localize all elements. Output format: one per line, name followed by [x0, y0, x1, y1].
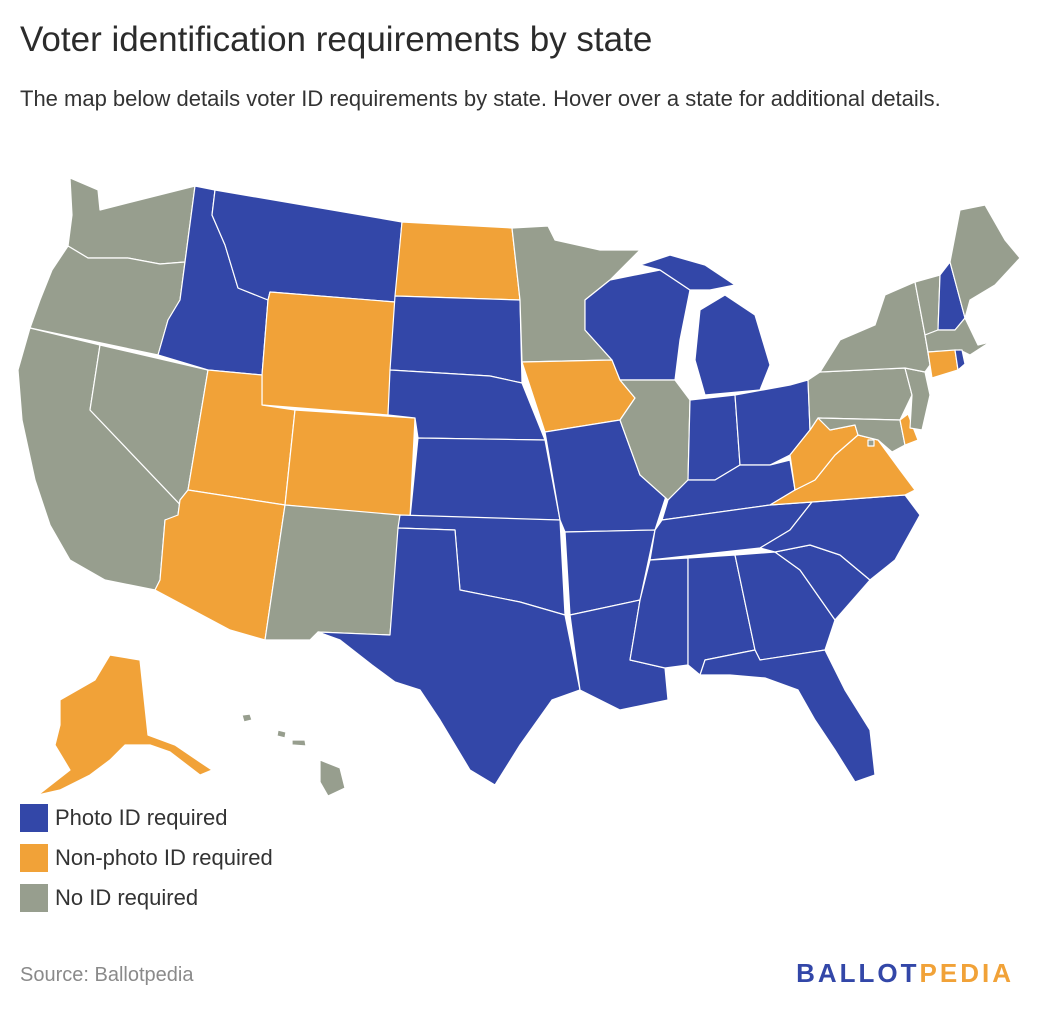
state-NC[interactable] — [759, 494, 921, 581]
state-IN[interactable] — [687, 394, 741, 481]
state-SD[interactable] — [389, 295, 523, 384]
state-DC[interactable] — [867, 439, 875, 447]
chart-subtitle: The map below details voter ID requireme… — [20, 86, 941, 111]
state-DE[interactable] — [899, 413, 919, 446]
legend-item-non-photo-id: Non-photo ID required — [20, 838, 273, 878]
state-MT[interactable] — [211, 189, 403, 303]
state-KS[interactable] — [409, 437, 561, 521]
legend-swatch-non-photo-id — [20, 844, 48, 872]
us-map — [0, 160, 1040, 800]
state-TX[interactable] — [317, 527, 581, 786]
state-WA[interactable] — [67, 177, 196, 265]
state-FL[interactable] — [699, 649, 876, 783]
legend-label-photo-id: Photo ID required — [55, 805, 228, 830]
legend-swatch-no-id — [20, 884, 48, 912]
state-HI-4[interactable] — [319, 759, 346, 797]
state-MI-UP[interactable] — [639, 254, 736, 291]
state-AK[interactable] — [37, 654, 213, 796]
state-CT[interactable] — [927, 349, 959, 379]
state-MI[interactable] — [694, 294, 771, 396]
logo-part-pedia: PEDIA — [919, 958, 1014, 988]
state-CO[interactable] — [284, 409, 416, 519]
state-HI-2[interactable] — [276, 729, 287, 739]
source-note: Source: Ballotpedia — [20, 964, 194, 986]
legend: Photo ID required Non-photo ID required … — [20, 798, 273, 918]
legend-label-non-photo-id: Non-photo ID required — [55, 845, 273, 870]
legend-label-no-id: No ID required — [55, 885, 199, 910]
state-ND[interactable] — [394, 221, 521, 301]
legend-swatch-photo-id — [20, 804, 48, 832]
state-WY[interactable] — [261, 291, 396, 416]
chart-title: Voter identification requirements by sta… — [20, 20, 653, 59]
state-NY[interactable] — [819, 281, 931, 373]
state-HI-1[interactable] — [241, 713, 253, 723]
state-ME[interactable] — [949, 204, 1021, 319]
state-RI[interactable] — [954, 349, 966, 371]
logo-part-ballot: BALLOT — [796, 958, 920, 988]
legend-item-photo-id: Photo ID required — [20, 798, 273, 838]
legend-item-no-id: No ID required — [20, 878, 273, 918]
state-WI[interactable] — [584, 269, 691, 381]
state-NM[interactable] — [264, 504, 401, 641]
state-HI-3[interactable] — [291, 739, 307, 747]
ballotpedia-logo: BALLOTPEDIA — [796, 958, 1014, 989]
